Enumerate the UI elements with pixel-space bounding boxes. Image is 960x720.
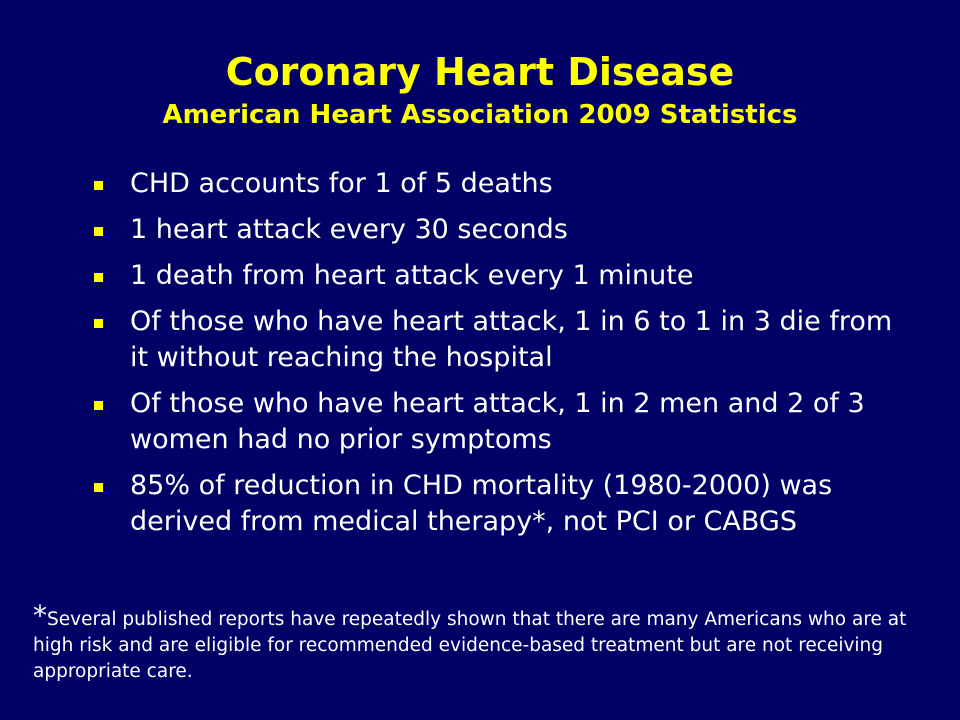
- footnote: *Several published reports have repeated…: [33, 602, 933, 685]
- bullet-item: 85% of reduction in CHD mortality (1980-…: [92, 468, 912, 540]
- footnote-text: Several published reports have repeatedl…: [33, 609, 907, 682]
- bullet-item: CHD accounts for 1 of 5 deaths: [92, 166, 912, 202]
- slide-subtitle: American Heart Association 2009 Statisti…: [162, 100, 798, 130]
- square-bullet-icon: [94, 319, 103, 328]
- bullet-text: 85% of reduction in CHD mortality (1980-…: [130, 470, 833, 537]
- square-bullet-icon: [94, 181, 103, 190]
- bullet-item: 1 death from heart attack every 1 minute: [92, 258, 912, 294]
- bullet-text: Of those who have heart attack, 1 in 2 m…: [130, 388, 865, 455]
- square-bullet-icon: [94, 273, 103, 282]
- square-bullet-icon: [94, 401, 103, 410]
- slide-title: Coronary Heart Disease: [225, 50, 735, 94]
- bullet-item: Of those who have heart attack, 1 in 2 m…: [92, 386, 912, 458]
- bullet-list: CHD accounts for 1 of 5 deaths 1 heart a…: [92, 166, 912, 550]
- bullet-text: CHD accounts for 1 of 5 deaths: [130, 168, 553, 199]
- bullet-item: 1 heart attack every 30 seconds: [92, 212, 912, 248]
- bullet-text: 1 heart attack every 30 seconds: [130, 214, 568, 245]
- bullet-text: 1 death from heart attack every 1 minute: [130, 260, 694, 291]
- square-bullet-icon: [94, 483, 103, 492]
- square-bullet-icon: [94, 227, 103, 236]
- footnote-marker: *: [33, 599, 47, 632]
- bullet-text: Of those who have heart attack, 1 in 6 t…: [130, 306, 893, 373]
- bullet-item: Of those who have heart attack, 1 in 6 t…: [92, 304, 912, 376]
